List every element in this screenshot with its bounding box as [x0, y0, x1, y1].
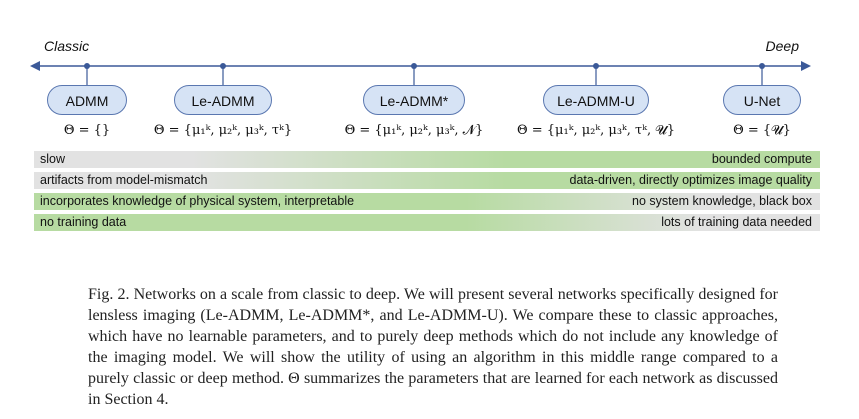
tradeoff-bar-training: no training data lots of training data n… — [34, 214, 820, 231]
node-le-admm-u: Le-ADMM-U — [543, 85, 649, 115]
axis-dot — [84, 63, 90, 69]
theta-admm: Θ = {} — [63, 123, 111, 138]
axis-dot — [220, 63, 226, 69]
figure-caption: Fig. 2. Networks on a scale from classic… — [88, 286, 778, 408]
axis-dot — [759, 63, 765, 69]
tradeoff-bar-quality: artifacts from model-mismatch data-drive… — [34, 172, 820, 189]
axis-arrow-right — [801, 61, 811, 71]
axis-arrow-left — [30, 61, 40, 71]
bar-right-text: bounded compute — [711, 152, 812, 166]
axis-label-deep: Deep — [765, 38, 799, 54]
theta-le-admm: Θ = {μ₁ᵏ, μ₂ᵏ, μ₃ᵏ, τᵏ} — [153, 123, 293, 138]
node-le-admm-star: Le-ADMM* — [363, 85, 465, 115]
tradeoff-bar-compute: slow bounded compute — [34, 151, 820, 168]
bar-right-text: no system knowledge, black box — [632, 194, 812, 208]
theta-le-admm-star: Θ = {μ₁ᵏ, μ₂ᵏ, μ₃ᵏ, 𝓝} — [344, 123, 484, 138]
node-u-net: U-Net — [723, 85, 801, 115]
bar-left-text: no training data — [40, 215, 127, 229]
theta-u-net: Θ = {𝓤} — [733, 123, 791, 138]
bar-left-text: slow — [40, 152, 66, 166]
axis-dot — [411, 63, 417, 69]
bar-right-text: data-driven, directly optimizes image qu… — [569, 173, 812, 187]
theta-le-admm-u: Θ = {μ₁ᵏ, μ₂ᵏ, μ₃ᵏ, τᵏ, 𝓤} — [516, 123, 676, 138]
tradeoff-bar-knowledge: incorporates knowledge of physical syste… — [34, 193, 820, 210]
node-le-admm: Le-ADMM — [174, 85, 272, 115]
bar-right-text: lots of training data needed — [661, 215, 812, 229]
axis-dot — [593, 63, 599, 69]
axis-label-classic: Classic — [44, 38, 90, 54]
figure: Classic Deep ADMM Le-ADMM Le-ADMM* Le-AD… — [30, 38, 820, 231]
node-admm: ADMM — [47, 85, 127, 115]
scale-axis — [30, 61, 811, 86]
bar-left-text: incorporates knowledge of physical syste… — [40, 194, 355, 208]
bar-left-text: artifacts from model-mismatch — [40, 173, 208, 187]
